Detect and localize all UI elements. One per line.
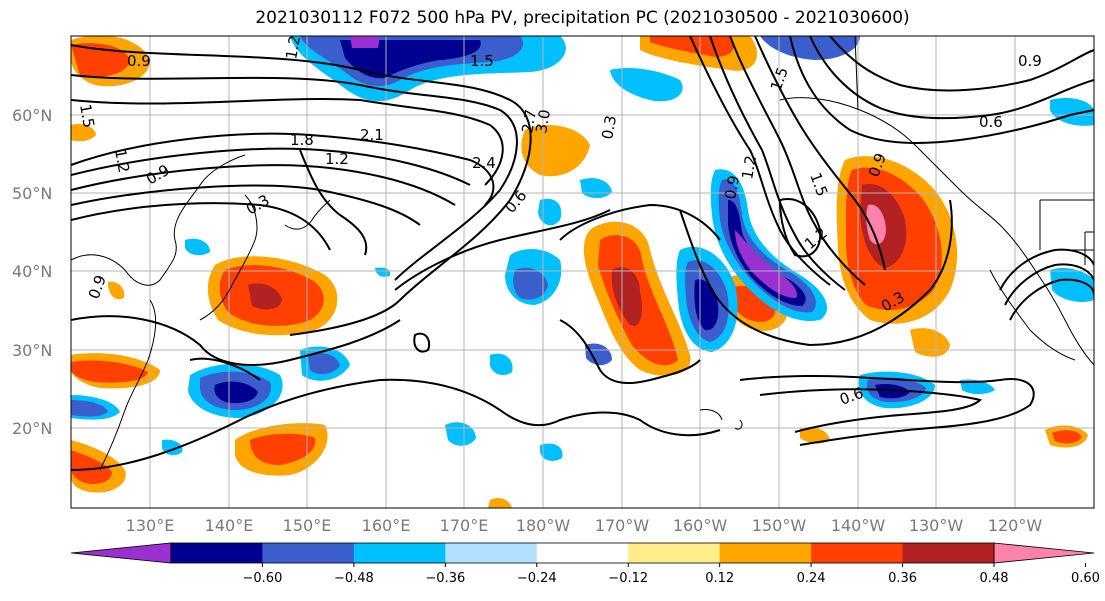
colorbar-swatch [628, 543, 721, 563]
lon-label: 130°W [909, 516, 964, 535]
colorbar-swatch [171, 543, 263, 563]
lat-label: 60°N [12, 106, 52, 125]
colorbar-tick-label: −0.48 [334, 571, 374, 586]
contour-label: 1.2 [282, 34, 304, 61]
contour-label: 0.9 [127, 52, 151, 70]
contour-label: 1.5 [76, 103, 98, 130]
map-title: 2021030112 F072 500 hPa PV, precipitatio… [255, 8, 910, 28]
colorbar-tick-label: 0.36 [888, 571, 917, 586]
map-frame [70, 35, 1095, 509]
lon-label: 130°E [126, 516, 175, 535]
colorbar-swatch [719, 543, 812, 563]
colorbar: −0.60 −0.48 −0.36 −0.24 −0.12 0.12 0.24 0.36 0.4… [70, 542, 1100, 586]
graticule [71, 36, 1094, 508]
pv-contours [71, 36, 1094, 471]
contour-label: 0.9 [721, 174, 743, 201]
contour-label: 2.4 [472, 154, 496, 172]
lon-label: 180°W [516, 516, 571, 535]
lon-label: 170°W [595, 516, 650, 535]
colorbar-extend-high [993, 542, 1095, 564]
colorbar-tick-label: −0.36 [425, 571, 465, 586]
lon-label: 140°E [205, 516, 254, 535]
longitude-labels: 130°E 140°E 150°E 160°E 170°E 180°W 170°… [126, 516, 1043, 535]
contour-label: 1.2 [111, 148, 133, 175]
contour-label: 2.7 [518, 108, 540, 135]
contour-label: 1.2 [738, 154, 760, 181]
colorbar-swatch [353, 543, 446, 563]
colorbar-tick-label: 0.48 [980, 571, 1009, 586]
colorbar-tick-label: −0.60 [243, 571, 283, 586]
contour-label: 0.6 [979, 113, 1003, 131]
lon-label: 140°W [831, 516, 886, 535]
lon-label: 160°W [673, 516, 728, 535]
colorbar-outline [170, 542, 995, 564]
colorbar-swatch [445, 543, 538, 563]
colorbar-tick-label: 0.60 [1071, 571, 1100, 586]
lon-label: 150°W [752, 516, 807, 535]
lat-label: 30°N [12, 341, 52, 360]
colorbar-tick-label: 0.24 [797, 571, 826, 586]
lat-label: 40°N [12, 262, 52, 281]
colorbar-tick-label: 0.12 [705, 571, 734, 586]
lon-label: 170°E [440, 516, 489, 535]
colorbar-swatch [536, 543, 629, 563]
latitude-labels: 60°N 50°N 40°N 30°N 20°N [12, 106, 52, 438]
colorbar-swatch [811, 543, 904, 563]
lat-label: 20°N [12, 419, 52, 438]
lon-label: 120°W [988, 516, 1043, 535]
contour-label: 0.3 [598, 114, 620, 141]
lon-label: 150°E [283, 516, 332, 535]
colorbar-tick-label: −0.24 [517, 571, 557, 586]
contour-label: 0.9 [1018, 52, 1042, 70]
contour-label: 1.2 [325, 150, 349, 168]
contour-label: 1.8 [290, 131, 314, 149]
contour-label: 2.1 [360, 126, 384, 144]
colorbar-extend-low [70, 542, 172, 564]
contour-label: 3.0 [532, 108, 554, 135]
lat-label: 50°N [12, 184, 52, 203]
lon-label: 160°E [362, 516, 411, 535]
colorbar-swatch [262, 543, 355, 563]
colorbar-swatch [902, 543, 995, 563]
contour-label: 1.5 [470, 52, 494, 70]
negative-anomaly-shading [71, 36, 1094, 461]
map-panel: 0.9 1.2 1.5 1.8 2.1 1.2 2.4 2.7 3.0 0.6 … [71, 34, 1094, 508]
colorbar-tick-label: −0.12 [608, 571, 648, 586]
